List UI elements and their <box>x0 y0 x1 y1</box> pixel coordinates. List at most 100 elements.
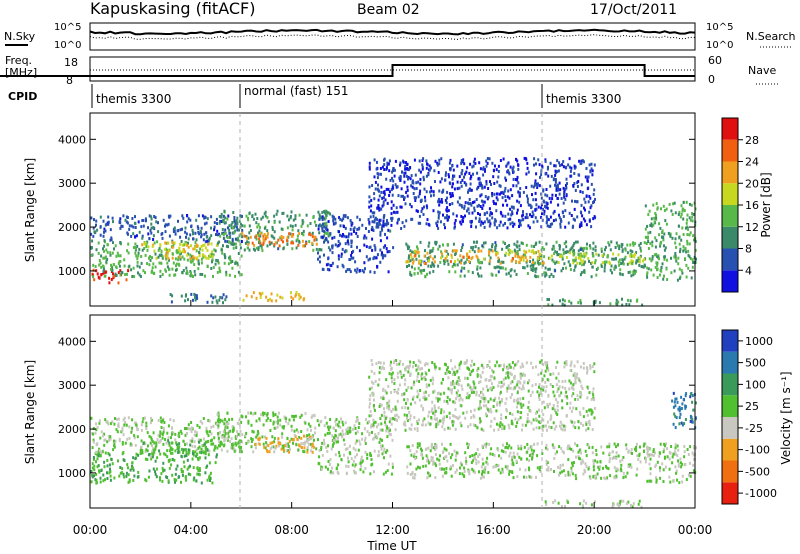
heatmap-cell <box>124 273 127 276</box>
heatmap-cell <box>373 449 376 453</box>
heatmap-cell <box>579 390 581 394</box>
heatmap-cell <box>421 165 424 169</box>
heatmap-cell <box>195 434 198 437</box>
heatmap-cell <box>95 223 97 227</box>
heatmap-cell <box>201 248 204 252</box>
heatmap-cell <box>204 471 207 475</box>
heatmap-cell <box>617 454 620 458</box>
heatmap-cell <box>357 448 360 452</box>
heatmap-cell <box>411 265 413 269</box>
heatmap-cell <box>202 417 205 420</box>
heatmap-cell <box>232 447 235 451</box>
heatmap-cell <box>90 480 93 484</box>
heatmap-cell <box>264 446 267 450</box>
heatmap-cell <box>484 467 486 471</box>
heatmap-cell <box>365 236 368 240</box>
heatmap-cell <box>604 248 606 252</box>
heatmap-cell <box>231 443 234 446</box>
heatmap-cell <box>118 474 121 478</box>
heatmap-cell <box>392 210 395 214</box>
heatmap-cell <box>479 181 482 185</box>
heatmap-cell <box>350 241 353 245</box>
heatmap-cell <box>411 365 414 369</box>
heatmap-cell <box>466 254 469 258</box>
heatmap-cell <box>92 456 95 459</box>
heatmap-cell <box>122 451 125 454</box>
heatmap-cell <box>397 194 400 198</box>
heatmap-cell <box>353 424 356 428</box>
heatmap-cell <box>238 422 241 426</box>
heatmap-cell <box>479 476 482 480</box>
heatmap-cell <box>422 175 425 179</box>
heatmap-cell <box>321 210 324 214</box>
heatmap-cell <box>187 472 190 476</box>
heatmap-cell <box>214 249 217 253</box>
heatmap-cell <box>109 474 112 478</box>
heatmap-cell <box>444 249 447 253</box>
heatmap-cell <box>140 255 143 258</box>
heatmap-cell <box>674 446 677 450</box>
heatmap-cell <box>573 164 576 168</box>
heatmap-cell <box>412 476 415 480</box>
heatmap-cell <box>608 260 611 264</box>
heatmap-cell <box>442 449 445 453</box>
heatmap-cell <box>290 241 293 245</box>
heatmap-cell <box>569 268 572 272</box>
heatmap-cell <box>150 438 153 442</box>
heatmap-cell <box>269 441 272 445</box>
heatmap-cell <box>681 271 684 275</box>
heatmap-cell <box>537 257 540 261</box>
heatmap-cell <box>514 254 517 258</box>
heatmap-cell <box>142 224 145 228</box>
heatmap-cell <box>611 271 613 275</box>
heatmap-cell <box>106 459 109 462</box>
heatmap-cell <box>663 232 666 236</box>
heatmap-cell <box>232 243 235 246</box>
heatmap-cell <box>97 251 100 255</box>
heatmap-cell <box>431 400 434 404</box>
heatmap-cell <box>166 431 169 435</box>
heatmap-cell <box>266 229 269 233</box>
heatmap-cell <box>372 214 375 218</box>
heatmap-cell <box>579 253 582 257</box>
heatmap-cell <box>543 271 546 275</box>
heatmap-cell <box>613 476 616 480</box>
heatmap-cell <box>694 240 697 243</box>
heatmap-cell <box>403 224 406 228</box>
heatmap-cell <box>206 300 209 304</box>
heatmap-cell <box>140 423 143 427</box>
heatmap-cell <box>298 436 301 439</box>
heatmap-cell <box>450 359 452 363</box>
heatmap-cell <box>377 450 380 454</box>
heatmap-cell <box>512 476 515 480</box>
heatmap-cell <box>152 452 155 456</box>
heatmap-cell <box>222 214 225 218</box>
heatmap-cell <box>240 421 243 424</box>
heatmap-cell <box>472 164 475 168</box>
heatmap-cell <box>556 196 559 200</box>
heatmap-cell <box>208 254 211 258</box>
heatmap-cell <box>576 200 579 204</box>
heatmap-cell <box>371 248 374 252</box>
heatmap-cell <box>419 260 422 264</box>
heatmap-cell <box>97 464 100 468</box>
heatmap-cell <box>124 420 127 424</box>
heatmap-cell <box>608 457 611 461</box>
heatmap-cell <box>136 475 139 479</box>
heatmap-cell <box>516 452 519 456</box>
heatmap-cell <box>157 440 160 444</box>
heatmap-cell <box>545 446 547 450</box>
heatmap-cell <box>132 246 135 249</box>
heatmap-cell <box>434 445 437 448</box>
heatmap-cell <box>630 503 632 507</box>
heatmap-cell <box>202 255 205 259</box>
heatmap-cell <box>449 442 452 446</box>
heatmap-cell <box>693 446 696 450</box>
heatmap-cell <box>300 430 303 433</box>
heatmap-cell <box>116 251 119 255</box>
heatmap-cell <box>171 432 173 436</box>
heatmap-cell <box>592 201 594 205</box>
heatmap-cell <box>423 268 426 272</box>
heatmap-cell <box>315 238 318 242</box>
heatmap-cell <box>374 246 377 250</box>
